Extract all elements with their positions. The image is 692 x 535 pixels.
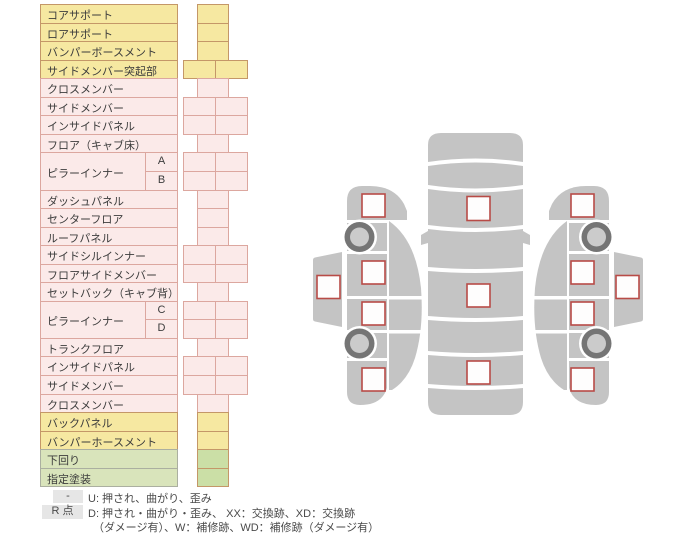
divider: [388, 330, 427, 334]
damage-cell[interactable]: [183, 152, 216, 172]
row-label: インサイドパネル: [40, 356, 178, 376]
side-body-bulge: [389, 221, 422, 390]
row-label: セットバック（キャブ背）: [40, 282, 178, 302]
row-sublabel: C: [145, 301, 178, 320]
row-label: バンパーホースメント: [40, 431, 178, 450]
damage-code-legend: - U: 押され、曲がり、歪み R 点 D: 押され・曲がり・歪み、 XX：交換…: [42, 490, 402, 534]
damage-cell[interactable]: [197, 227, 229, 246]
front-wheel-hub: [350, 227, 369, 247]
row-label: トランクフロア: [40, 338, 178, 357]
row-sublabel: B: [145, 171, 178, 191]
row-label: ロアサポート: [40, 23, 178, 42]
row-label: クロスメンバー: [40, 394, 178, 413]
legend-key-rpoint: R 点: [42, 505, 83, 519]
damage-cell[interactable]: [183, 356, 216, 376]
row-label: サイドメンバー: [40, 375, 178, 395]
row-label: クロスメンバー: [40, 78, 178, 98]
damage-cell[interactable]: [215, 97, 248, 116]
row-label: ダッシュパネル: [40, 190, 178, 209]
row-label: ピラーインナー: [40, 152, 146, 191]
damage-cell[interactable]: [183, 375, 216, 395]
row-sublabel: A: [145, 152, 178, 172]
damage-cell[interactable]: [197, 431, 229, 450]
damage-cell[interactable]: [183, 319, 216, 339]
row-label: ピラーインナー: [40, 301, 146, 339]
damage-cell[interactable]: [183, 245, 216, 265]
row-label: ルーフパネル: [40, 227, 178, 246]
damage-cell[interactable]: [183, 97, 216, 116]
damage-cell[interactable]: [215, 60, 248, 79]
row-label: バックパネル: [40, 412, 178, 432]
damage-cell[interactable]: [215, 264, 248, 283]
windshield: [428, 229, 523, 269]
row-label: サイドメンバー: [40, 97, 178, 116]
damage-cell[interactable]: [215, 319, 248, 339]
marker-hood[interactable]: [466, 195, 491, 222]
marker-front-door[interactable]: [361, 260, 386, 285]
legend-line-d2: （ダメージ有）、W：補修跡、WD：補修跡（ダメージ有）: [93, 522, 380, 534]
legend-line-d: D: 押され・曲がり・歪み、 XX：交換跡、XD：交換跡: [88, 508, 356, 520]
damage-cell[interactable]: [183, 115, 216, 135]
damage-cell[interactable]: [215, 115, 248, 135]
top-view: [421, 133, 530, 415]
marker-front-fender[interactable]: [361, 193, 386, 218]
right-mirror: [523, 231, 530, 245]
row-label: 指定塗装: [40, 468, 178, 487]
damage-cell[interactable]: [183, 171, 216, 191]
row-label: インサイドパネル: [40, 115, 178, 135]
left-side-view: [313, 186, 427, 405]
row-label: フロアサイドメンバー: [40, 264, 178, 283]
marker-outer-panel[interactable]: [316, 274, 341, 300]
legend-line-u: U: 押され、曲がり、歪み: [88, 493, 212, 505]
row-label: 下回り: [40, 449, 178, 469]
damage-cell[interactable]: [183, 301, 216, 320]
damage-cell[interactable]: [215, 245, 248, 265]
damage-cell[interactable]: [197, 468, 229, 487]
damage-cell[interactable]: [197, 394, 229, 413]
damage-cell[interactable]: [197, 23, 229, 42]
marker-rear-door[interactable]: [361, 301, 386, 326]
damage-cell[interactable]: [183, 60, 216, 79]
damage-cell[interactable]: [197, 282, 229, 302]
damage-cell[interactable]: [215, 171, 248, 191]
damage-cell[interactable]: [197, 449, 229, 469]
marker-rear-fender[interactable]: [361, 367, 386, 392]
damage-cell[interactable]: [197, 78, 229, 98]
row-label: フロア（キャブ床）: [40, 134, 178, 153]
damage-cell[interactable]: [197, 134, 229, 153]
damage-cell[interactable]: [183, 264, 216, 283]
row-label: サイドメンバー突起部: [40, 60, 178, 79]
parts-damage-table: コアサポート ロアサポート バンパーボースメント サイドメンバー突起部 クロスメンバーサ…: [40, 4, 250, 490]
rear-wheel-hub: [350, 334, 369, 353]
damage-cell[interactable]: [197, 41, 229, 61]
damage-cell[interactable]: [215, 301, 248, 320]
right-side-view: [528, 185, 644, 406]
damage-cell[interactable]: [215, 356, 248, 376]
damage-cell[interactable]: [197, 190, 229, 209]
damage-cell[interactable]: [197, 208, 229, 228]
left-mirror: [421, 231, 428, 245]
row-label: コアサポート: [40, 4, 178, 24]
marker-trunk[interactable]: [466, 360, 491, 385]
divider: [388, 296, 427, 300]
row-label: バンパーボースメント: [40, 41, 178, 61]
marker-roof[interactable]: [466, 283, 491, 308]
damage-cell[interactable]: [215, 152, 248, 172]
rear-window: [428, 320, 523, 353]
row-label: サイドシルインナー: [40, 245, 178, 265]
damage-cell[interactable]: [197, 412, 229, 432]
row-sublabel: D: [145, 319, 178, 339]
front-bumper: [428, 133, 523, 162]
damage-cell[interactable]: [197, 338, 229, 357]
hood-front: [428, 162, 523, 189]
row-label: センターフロア: [40, 208, 178, 228]
rear-bumper: [428, 388, 523, 415]
damage-cell[interactable]: [197, 4, 229, 24]
car-damage-diagram: [313, 133, 644, 415]
legend-key-dash: -: [53, 490, 83, 503]
damage-cell[interactable]: [215, 375, 248, 395]
